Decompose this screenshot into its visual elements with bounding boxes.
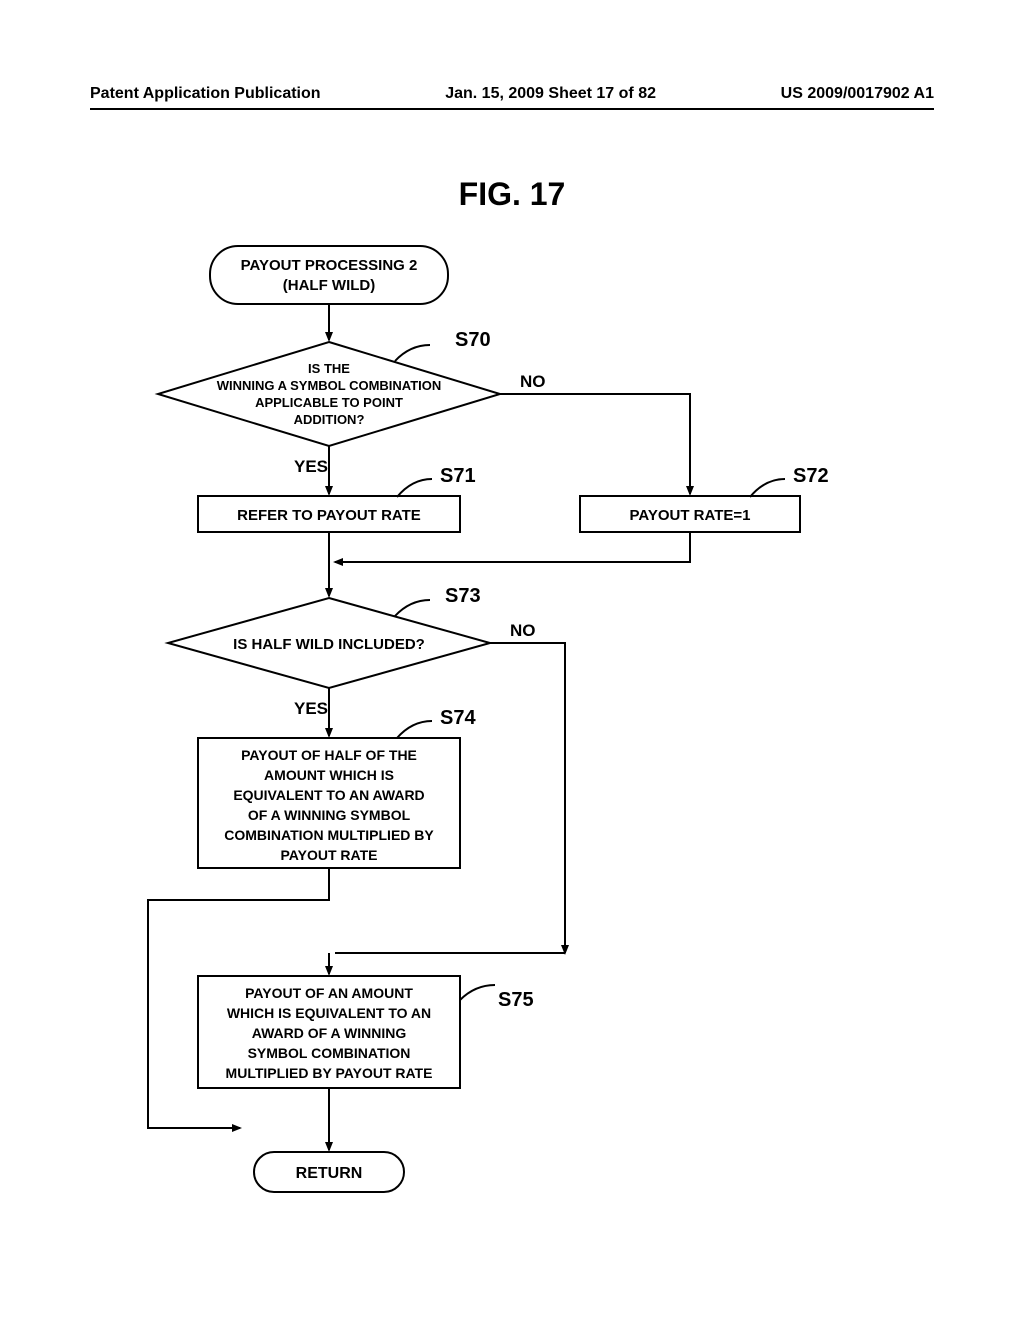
process-s75: PAYOUT OF AN AMOUNT WHICH IS EQUIVALENT …: [198, 976, 460, 1088]
svg-text:APPLICABLE TO POINT: APPLICABLE TO POINT: [255, 395, 403, 410]
arrow: [490, 643, 565, 953]
step-label: S71: [440, 465, 476, 487]
process-s74: PAYOUT OF HALF OF THE AMOUNT WHICH IS EQ…: [198, 738, 460, 868]
svg-text:PAYOUT PROCESSING 2: PAYOUT PROCESSING 2: [241, 257, 418, 274]
svg-text:EQUIVALENT TO AN AWARD: EQUIVALENT TO AN AWARD: [233, 787, 424, 803]
arrow: [335, 532, 690, 562]
svg-text:PAYOUT OF HALF OF THE: PAYOUT OF HALF OF THE: [241, 747, 417, 763]
svg-text:PAYOUT RATE=1: PAYOUT RATE=1: [629, 507, 750, 524]
svg-text:IS THE: IS THE: [308, 361, 350, 376]
svg-text:AMOUNT WHICH IS: AMOUNT WHICH IS: [264, 767, 394, 783]
svg-text:PAYOUT OF AN AMOUNT: PAYOUT OF AN AMOUNT: [245, 985, 413, 1001]
svg-text:SYMBOL COMBINATION: SYMBOL COMBINATION: [248, 1045, 411, 1061]
header-rule: [90, 108, 934, 110]
svg-text:WHICH IS EQUIVALENT TO AN: WHICH IS EQUIVALENT TO AN: [227, 1005, 431, 1021]
flowchart: FIG. 17 PAYOUT PROCESSING 2 (HALF WILD) …: [0, 0, 1024, 1320]
step-label: S72: [793, 465, 829, 487]
decision-s70: IS THE WINNING A SYMBOL COMBINATION APPL…: [158, 342, 500, 446]
step-label: S70: [455, 329, 491, 351]
svg-text:MULTIPLIED BY PAYOUT RATE: MULTIPLIED BY PAYOUT RATE: [226, 1065, 433, 1081]
header-left: Patent Application Publication: [90, 85, 321, 103]
no-label: NO: [510, 621, 536, 640]
svg-text:REFER TO PAYOUT RATE: REFER TO PAYOUT RATE: [237, 507, 421, 524]
process-s72: PAYOUT RATE=1: [580, 496, 800, 532]
svg-text:IS HALF WILD INCLUDED?: IS HALF WILD INCLUDED?: [233, 636, 425, 653]
yes-label: YES: [294, 699, 328, 718]
svg-text:PAYOUT RATE: PAYOUT RATE: [281, 847, 378, 863]
svg-text:RETURN: RETURN: [296, 1165, 363, 1182]
header-right: US 2009/0017902 A1: [781, 85, 934, 103]
label-connector: [750, 479, 785, 497]
svg-text:WINNING A SYMBOL COMBINATION: WINNING A SYMBOL COMBINATION: [217, 378, 442, 393]
decision-s73: IS HALF WILD INCLUDED?: [168, 598, 490, 688]
step-label: S75: [498, 989, 534, 1011]
svg-text:AWARD OF A WINNING: AWARD OF A WINNING: [252, 1025, 407, 1041]
figure-title: FIG. 17: [459, 176, 566, 212]
label-connector: [397, 479, 432, 497]
svg-text:COMBINATION MULTIPLIED BY: COMBINATION MULTIPLIED BY: [224, 827, 434, 843]
label-connector: [397, 721, 432, 738]
start-node: PAYOUT PROCESSING 2 (HALF WILD): [210, 246, 448, 304]
step-label: S74: [440, 707, 476, 729]
label-connector: [395, 600, 430, 616]
process-s71: REFER TO PAYOUT RATE: [198, 496, 460, 532]
yes-label: YES: [294, 457, 328, 476]
svg-text:ADDITION?: ADDITION?: [294, 412, 365, 427]
header-center: Jan. 15, 2009 Sheet 17 of 82: [445, 85, 656, 103]
no-label: NO: [520, 372, 546, 391]
label-connector: [460, 985, 495, 1000]
arrow: [500, 394, 690, 494]
label-connector: [395, 345, 430, 361]
step-label: S73: [445, 585, 481, 607]
svg-text:OF A WINNING SYMBOL: OF A WINNING SYMBOL: [248, 807, 411, 823]
page-header: Patent Application Publication Jan. 15, …: [0, 85, 1024, 103]
return-node: RETURN: [254, 1152, 404, 1192]
svg-text:(HALF WILD): (HALF WILD): [283, 277, 375, 294]
